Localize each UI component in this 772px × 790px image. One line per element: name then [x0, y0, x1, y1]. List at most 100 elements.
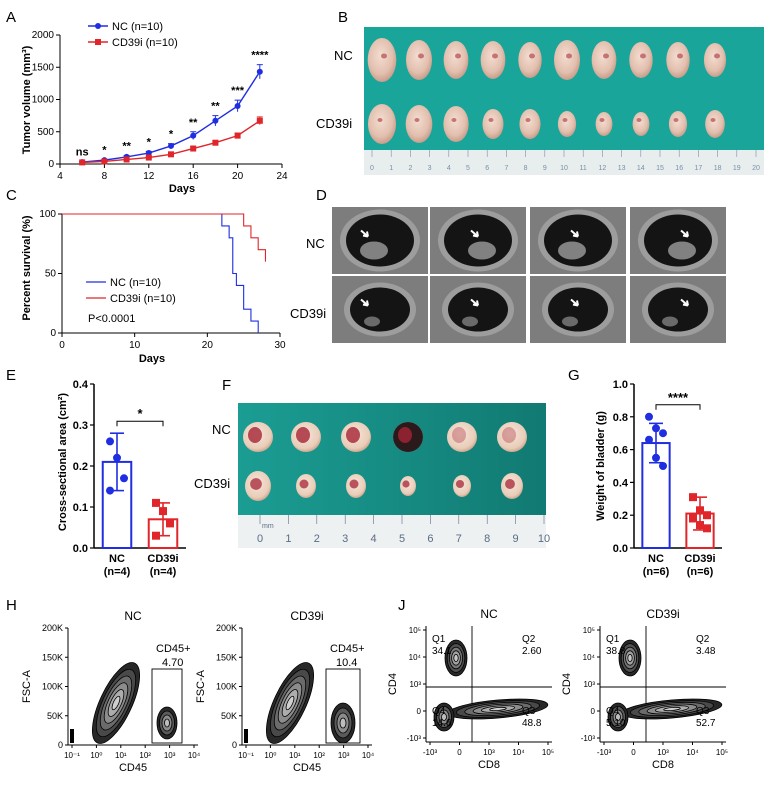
tumor-spot: [414, 118, 420, 122]
debris-cluster: [70, 729, 74, 743]
y-tick-label: 0: [591, 707, 596, 716]
cross-sectional-area-chart: Cross-sectional area (cm²) 0.0 0.1 0.2 0.3 0…: [57, 379, 186, 578]
data-point-cd39i: [101, 158, 108, 165]
ruler-label: 6: [427, 533, 433, 545]
ruler-label: 9: [513, 533, 519, 545]
data-point-cd39i: [152, 498, 160, 507]
quadrant-value: 2.60: [522, 646, 542, 657]
x-tick-label: 10³: [483, 748, 495, 757]
panel-letter-b: B: [338, 9, 348, 26]
axis-title-x: CD8: [478, 759, 500, 771]
quadrant-value: 38.8: [606, 646, 626, 657]
data-point-nc: [212, 117, 219, 124]
axis-title-y: Cross-sectional area (cm²): [57, 393, 69, 531]
y-tick-label: 0.0: [73, 543, 88, 555]
gate-value: 10.4: [336, 657, 357, 669]
ruler-label: 16: [675, 165, 683, 172]
hemorrhage-spot: [250, 478, 262, 490]
arrow-icon: [470, 229, 479, 238]
significance-label: ****: [668, 390, 689, 405]
category-label: (n=4): [104, 566, 131, 578]
tumor-nc: [554, 40, 580, 80]
y-tick-label: 0.3: [73, 420, 88, 432]
debris-cluster: [244, 729, 248, 743]
legend: NC (n=10) CD39i (n=10): [86, 277, 176, 305]
x-tick-label: 20: [232, 171, 244, 182]
y-tick-label: 0: [50, 328, 56, 339]
data-point-cd39i: [79, 159, 86, 166]
y-tick-label: 0.8: [613, 412, 628, 424]
tumor-spot: [381, 53, 387, 59]
category-label: CD39i: [147, 553, 178, 565]
data-point-nc: [190, 132, 197, 139]
tumor-spot: [640, 53, 646, 59]
ruler-label: 8: [524, 165, 528, 172]
y-tick-label: -10³: [581, 734, 596, 743]
ruler-label: 4: [371, 533, 377, 545]
y-tick-label: 0: [417, 707, 422, 716]
x-tick-label: 30: [274, 340, 286, 351]
x-tick-label: 8: [102, 171, 108, 182]
tumor-mass: [558, 241, 586, 260]
significance-label: **: [122, 141, 131, 153]
y-tick-label: 0: [48, 159, 54, 170]
x-tick-label: 10⁵: [716, 748, 728, 757]
data-point-cd39i: [696, 521, 704, 530]
quadrant-name: Q1: [432, 634, 446, 645]
ruler-label: 0: [370, 165, 374, 172]
y-tick-label: 50: [45, 269, 57, 280]
row-label-cd39i: CD39i: [290, 306, 326, 321]
data-point-cd39i: [689, 514, 697, 523]
axis-title-x: Days: [169, 183, 195, 195]
panel-letter-a: A: [6, 9, 16, 26]
tumor-photo-b: 0 1 2 3 4 5 6 7 8 9 10 11 12 13 14 15 16 17 18 19 20 NC CD39…: [316, 27, 764, 175]
bladder-lumen: [648, 287, 708, 332]
x-tick-label: 10⁰: [90, 751, 102, 760]
tumor-nc: [367, 38, 397, 82]
y-tick-label: 1000: [32, 95, 55, 106]
significance-bracket: [655, 404, 701, 410]
tumor-spot: [710, 118, 716, 122]
data-point-nc: [256, 68, 263, 75]
ruler-label: 15: [656, 165, 664, 172]
y-tick-label: 10⁵: [583, 626, 595, 635]
data-point-nc: [652, 453, 660, 462]
row-label-nc: NC: [334, 48, 353, 63]
y-tick-label: 0.2: [613, 510, 628, 522]
hemorrhage-spot: [505, 479, 515, 489]
ruler-label: 11: [580, 165, 587, 172]
y-tick-label: 0.4: [613, 477, 629, 489]
tumor-cd39i: [405, 105, 433, 143]
tumor-mass: [360, 241, 388, 260]
quadrant-name: Q4: [432, 706, 446, 717]
row-label-nc: NC: [212, 422, 231, 437]
data-point-cd39i: [689, 493, 697, 502]
y-tick-label: 100: [39, 209, 56, 220]
ruler-label: 2: [314, 533, 320, 545]
data-point-cd39i: [256, 117, 263, 124]
survival-line-cd39i: [62, 213, 267, 262]
tumor-nc: [443, 41, 469, 79]
tumor-nc: [591, 41, 617, 79]
y-tick-label: 100K: [42, 682, 63, 692]
quadrant-value: 14.6: [432, 718, 452, 729]
bladder-lumen: [448, 287, 508, 332]
tumor-nc: [480, 41, 506, 79]
x-tick-label: 10⁻¹: [238, 751, 254, 760]
quadrant-value: 5.10: [606, 718, 626, 729]
hemorrhage-spot: [346, 427, 360, 443]
axis-title-y: CD4: [387, 673, 399, 695]
quadrant-name: Q4: [606, 706, 620, 717]
axis-title-y: FSC-A: [21, 669, 33, 703]
tumor-mass: [562, 316, 578, 327]
x-tick-label: 10⁴: [686, 748, 699, 757]
y-tick-label: 0: [232, 740, 237, 750]
category-label: NC: [648, 553, 664, 565]
gated-contour: [339, 717, 347, 729]
ruler-label: 6: [485, 165, 489, 172]
x-tick-label: 24: [276, 171, 288, 182]
gate-label: CD45+: [156, 643, 191, 655]
quadrant-name: Q3: [696, 706, 710, 717]
panel-letter-d: D: [316, 187, 327, 204]
tumor-mass: [364, 316, 380, 327]
